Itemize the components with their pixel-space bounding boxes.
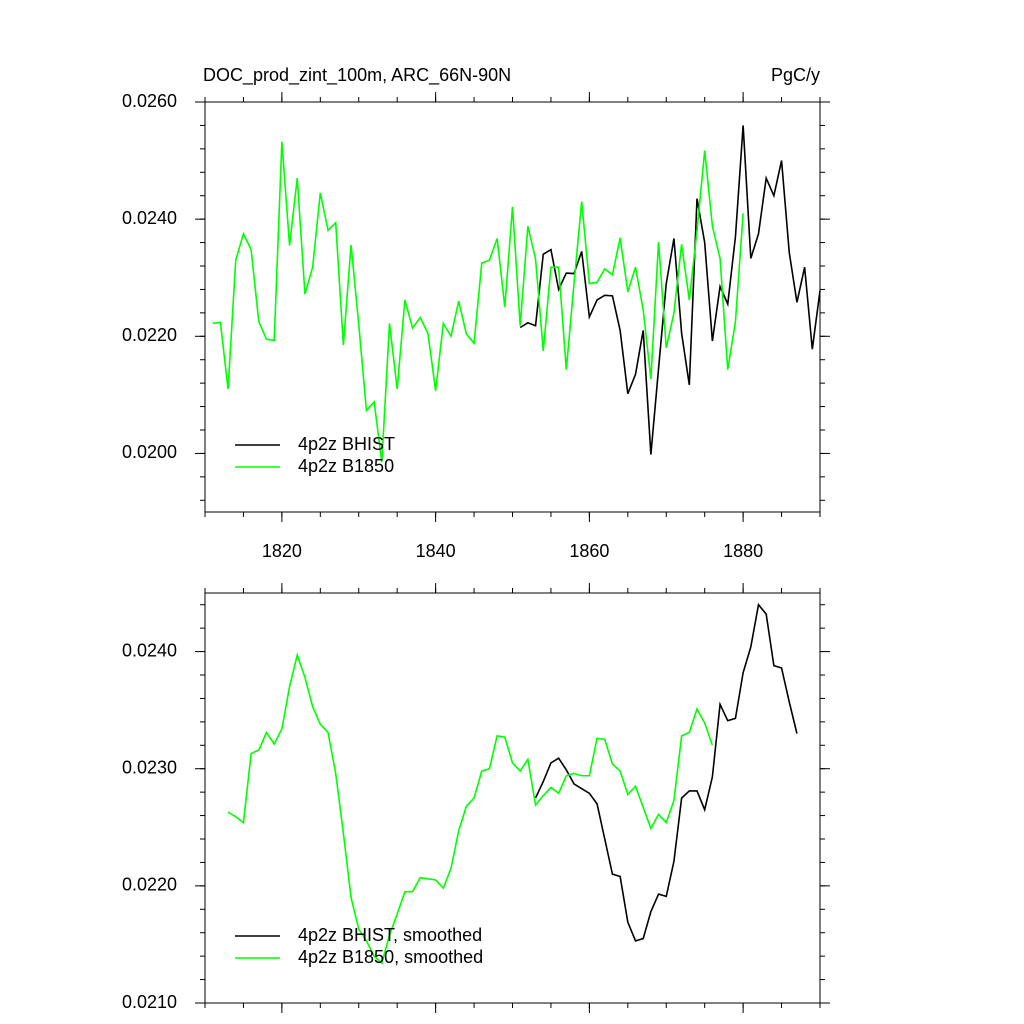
legend-label: 4p2z BHIST — [298, 434, 395, 454]
y-tick-label: 0.0230 — [122, 757, 177, 777]
series-line — [212, 141, 744, 463]
y-tick-label: 0.0210 — [122, 992, 177, 1012]
y-tick-label: 0.0220 — [122, 325, 177, 345]
y-tick-label: 0.0260 — [122, 91, 177, 111]
y-tick-label: 0.0220 — [122, 875, 177, 895]
y-tick-label: 0.0240 — [122, 208, 177, 228]
y-tick-label: 0.0240 — [122, 640, 177, 660]
y-tick-label: 0.0200 — [122, 442, 177, 462]
chart-title: DOC_prod_zint_100m, ARC_66N-90N — [203, 65, 511, 86]
x-tick-label: 1860 — [569, 541, 609, 561]
series-line — [519, 125, 821, 455]
legend-label: 4p2z B1850, smoothed — [298, 947, 483, 967]
series-line — [534, 602, 798, 942]
x-tick-label: 1880 — [723, 541, 763, 561]
x-tick-label: 1820 — [262, 541, 302, 561]
legend-label: 4p2z B1850 — [298, 456, 394, 476]
units-label: PgC/y — [771, 65, 820, 85]
legend-label: 4p2z BHIST, smoothed — [298, 925, 482, 945]
x-tick-label: 1840 — [416, 541, 456, 561]
series-line — [227, 652, 714, 965]
